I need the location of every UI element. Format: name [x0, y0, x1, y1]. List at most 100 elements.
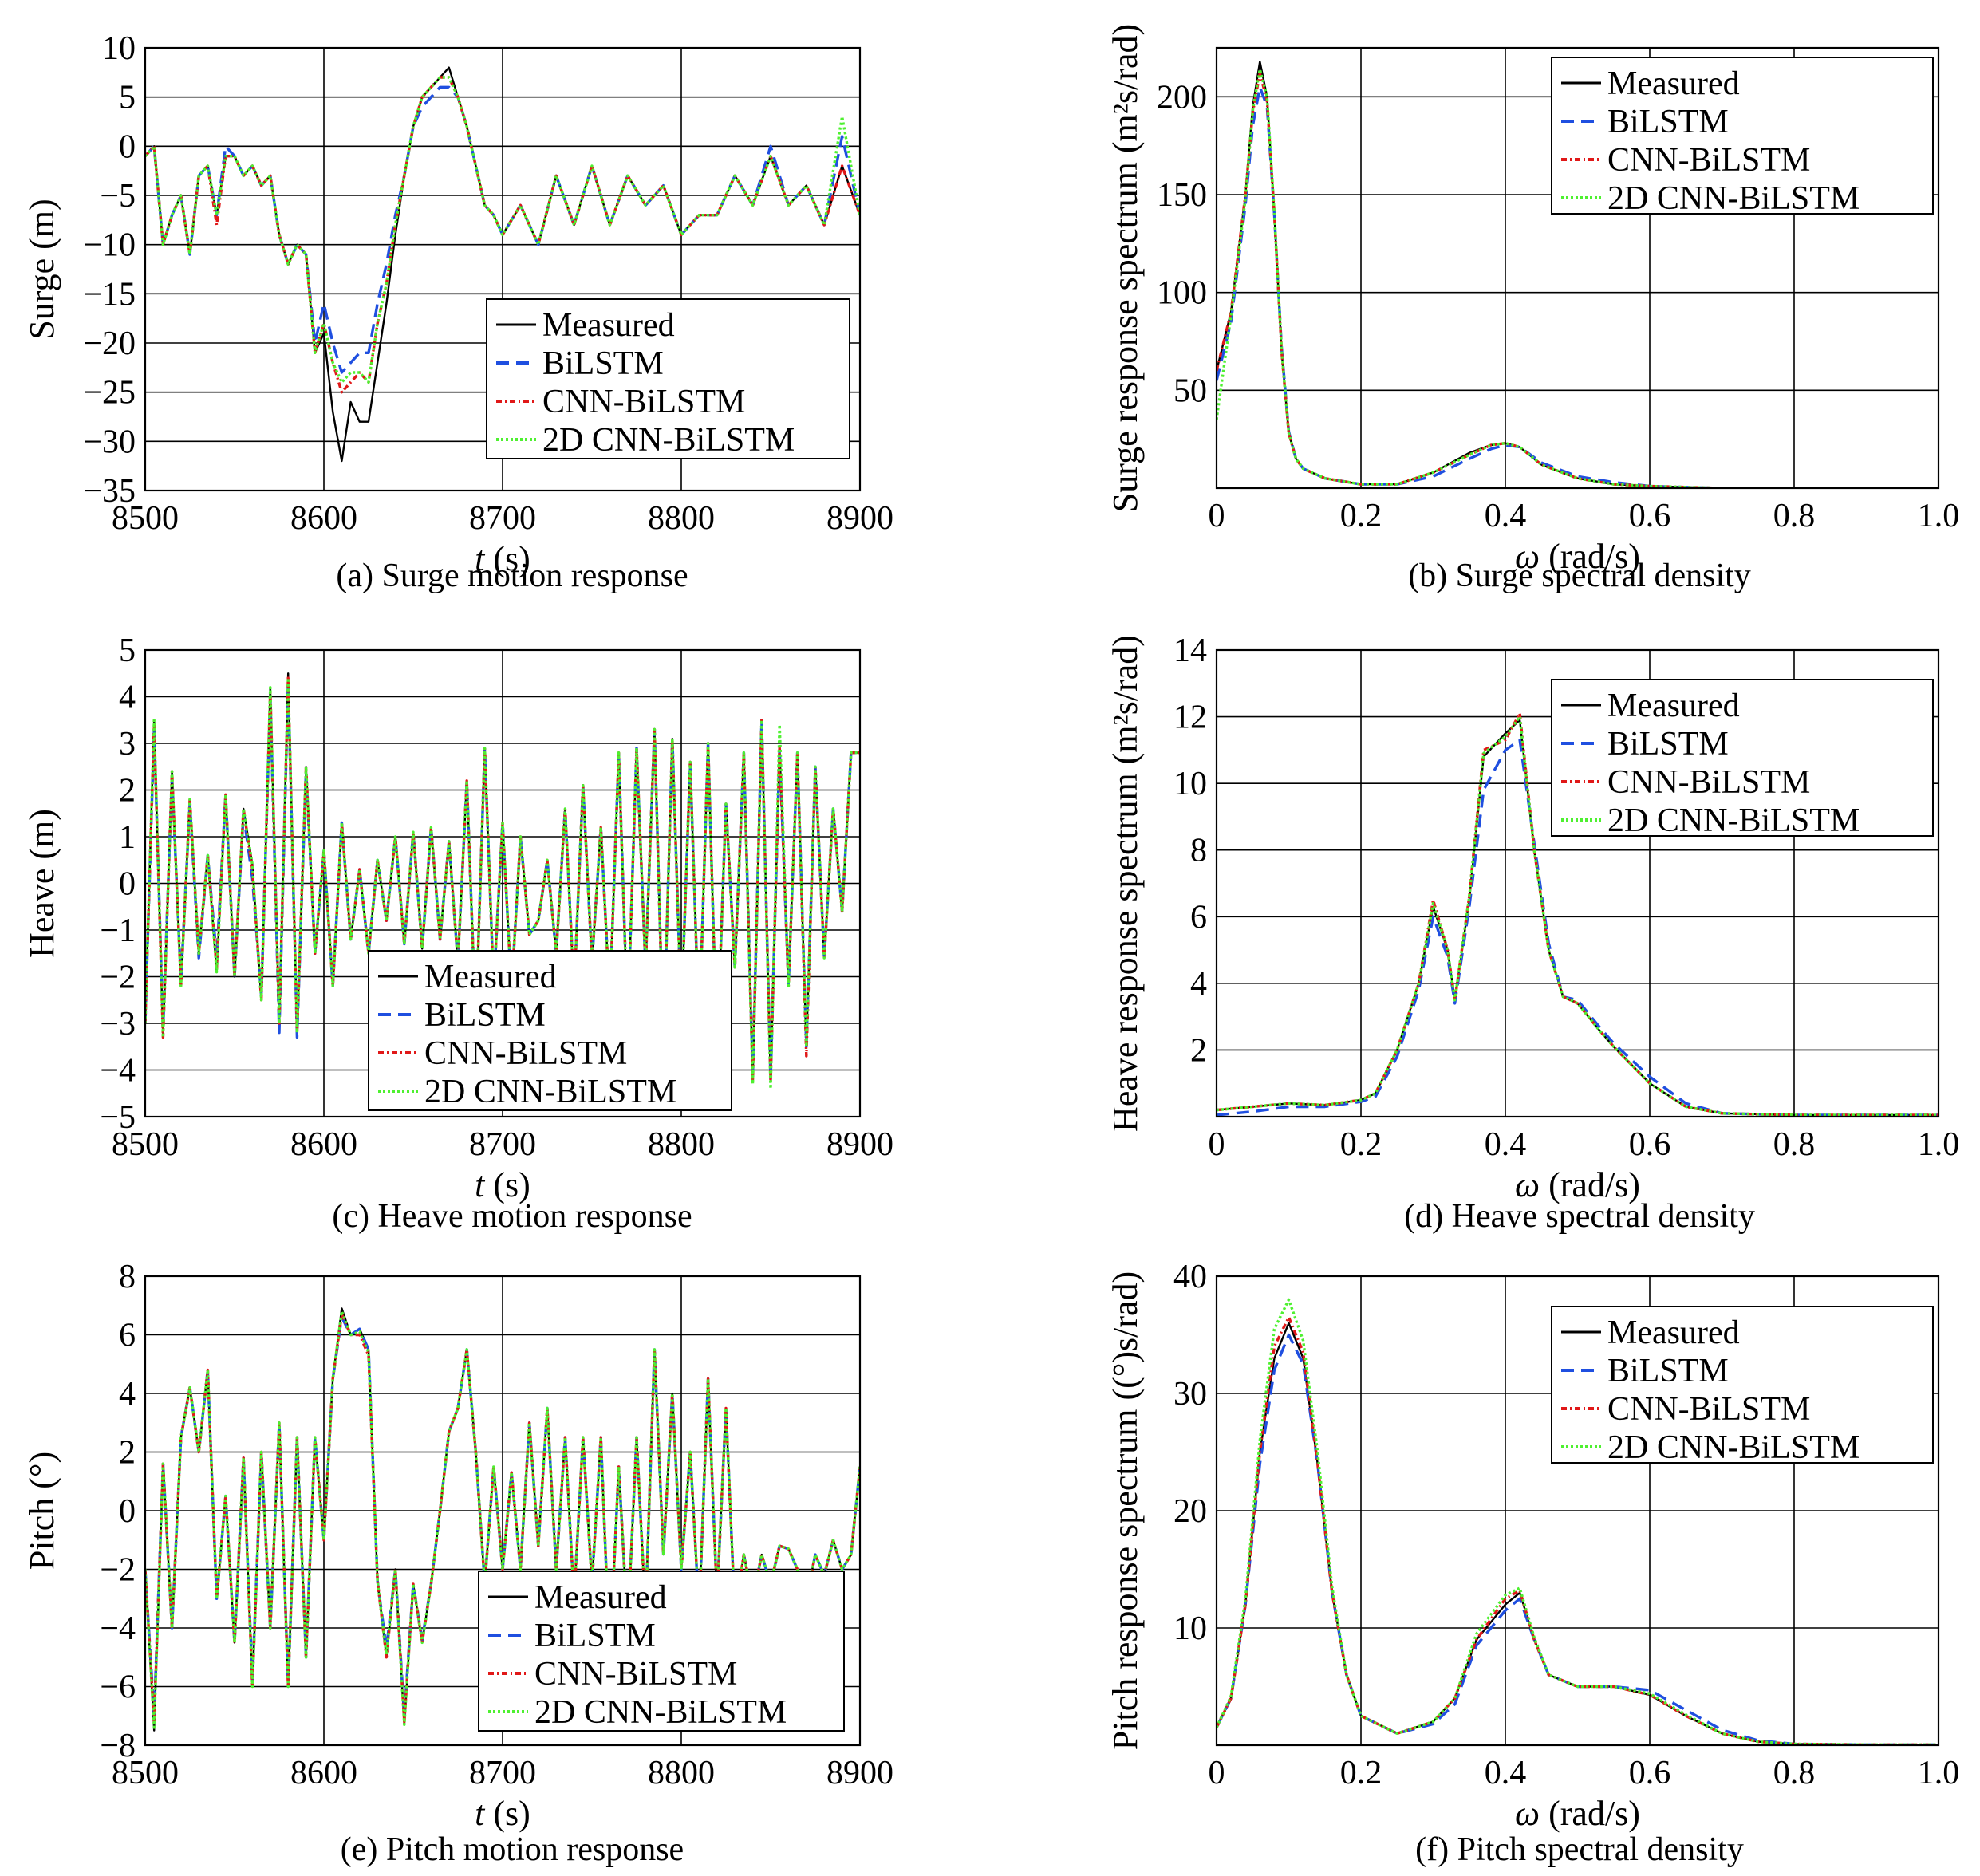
- legend-entry-label: CNN-BiLSTM: [1607, 1391, 1810, 1428]
- x-tick-label: 0.6: [1629, 1755, 1671, 1791]
- y-tick-label: 1: [119, 819, 136, 856]
- legend-entry-label: BiLSTM: [1607, 1353, 1729, 1389]
- x-tick-label: 0.8: [1773, 1755, 1816, 1791]
- y-tick-label: 8: [1190, 833, 1207, 869]
- x-tick-label: 0.6: [1629, 1126, 1671, 1163]
- x-tick-label: 8900: [826, 500, 893, 537]
- axes-frame: [144, 46, 862, 492]
- legend-entry-label: CNN-BiLSTM: [424, 1035, 627, 1072]
- y-tick-label: 6: [119, 1318, 136, 1354]
- y-tick-label: −25: [83, 375, 136, 412]
- chart-caption: (d) Heave spectral density: [1404, 1198, 1755, 1235]
- legend-entry-label: BiLSTM: [424, 997, 546, 1034]
- legend-entry-label: CNN-BiLSTM: [1607, 764, 1810, 801]
- y-tick-label: −10: [83, 227, 136, 264]
- series-line-bilstm: [1217, 1333, 1939, 1745]
- x-tick-label: 8800: [648, 1126, 715, 1163]
- legend-entry-label: CNN-BiLSTM: [542, 384, 745, 420]
- y-tick-label: 5: [119, 80, 136, 116]
- y-tick-label: 0: [119, 866, 136, 903]
- legend-entry-label: Measured: [542, 307, 675, 344]
- series-line-2d-cnn-bilstm: [1217, 68, 1939, 488]
- legend-entry-label: BiLSTM: [542, 345, 664, 382]
- y-tick-label: 2: [119, 1435, 136, 1472]
- y-tick-label: 14: [1173, 633, 1207, 669]
- legend-entry-label: 2D CNN-BiLSTM: [542, 422, 795, 459]
- chart-caption: (b) Surge spectral density: [1408, 558, 1751, 594]
- chart-c: 8500 8600 8700 8800 8900 5 4 3 2 1 0 −1 −2 −3 −4 −5 t (s…: [22, 633, 893, 1235]
- chart-b: 0 0.2 0.4 0.6 0.8 1.0 200 150 100 50 ω (rad/s) Surg…: [1106, 24, 1959, 594]
- y-tick-label: 2: [119, 773, 136, 810]
- y-tick-label: −1: [100, 912, 136, 949]
- legend-box: [1551, 57, 1934, 215]
- y-tick-label: 20: [1173, 1493, 1207, 1530]
- x-tick-label: 0: [1209, 498, 1225, 534]
- legend-box: [368, 950, 732, 1111]
- y-tick-label: −30: [83, 424, 136, 460]
- y-tick-label: 2: [1190, 1032, 1207, 1069]
- x-tick-label: 8600: [290, 500, 357, 537]
- x-tick-label: 0: [1209, 1126, 1225, 1163]
- axes-frame: [144, 648, 862, 1118]
- legend-entry-label: Measured: [1607, 688, 1740, 724]
- chart-e: 8500 8600 8700 8800 8900 8 6 4 2 0 −2 −4 −6 −8 t (s) Pi…: [22, 1259, 893, 1868]
- legend-entry-label: 2D CNN-BiLSTM: [1607, 180, 1860, 217]
- x-tick-label: 8700: [469, 500, 536, 537]
- legend-entry-label: 2D CNN-BiLSTM: [424, 1074, 676, 1110]
- y-tick-label: −6: [100, 1669, 136, 1706]
- series-line-bilstm: [1217, 739, 1939, 1117]
- x-tick-label: 0.4: [1485, 1126, 1527, 1163]
- x-tick-label: 8700: [469, 1126, 536, 1163]
- y-tick-label: −5: [100, 1099, 136, 1136]
- x-tick-label: 0.4: [1485, 498, 1527, 534]
- series-line-cnn-bilstm: [145, 76, 860, 394]
- y-tick-label: 3: [119, 726, 136, 763]
- y-tick-label: 0: [119, 1493, 136, 1530]
- x-tick-label: 8500: [112, 1126, 179, 1163]
- chart-d: 0 0.2 0.4 0.6 0.8 1.0 14 12 10 8 6 4 2 ω (rad/s) Heave…: [1106, 633, 1959, 1235]
- y-axis-label: Heave (m): [22, 809, 61, 958]
- legend-box: [478, 1571, 845, 1732]
- legend-box: [486, 298, 850, 459]
- y-tick-label: −35: [83, 473, 136, 510]
- x-tick-label: 8900: [826, 1755, 893, 1791]
- legend-entry-label: Measured: [1607, 65, 1740, 102]
- x-tick-label: 8500: [112, 1755, 179, 1791]
- x-axis-label: t (s): [475, 1165, 530, 1204]
- y-tick-label: −2: [100, 960, 136, 996]
- x-tick-label: 8800: [648, 1755, 715, 1791]
- legend-entry-label: Measured: [424, 959, 557, 995]
- chart-caption: (a) Surge motion response: [336, 558, 688, 594]
- x-tick-label: 8700: [469, 1755, 536, 1791]
- axes-frame: [1215, 648, 1940, 1118]
- x-axis-label: ω (rad/s): [1515, 1165, 1640, 1204]
- x-axis-label: t (s): [475, 539, 530, 578]
- y-tick-label: −2: [100, 1552, 136, 1589]
- x-tick-label: 0.8: [1773, 498, 1816, 534]
- x-axis-label: t (s): [475, 1794, 530, 1833]
- chart-caption: (c) Heave motion response: [332, 1198, 692, 1235]
- x-tick-label: 8800: [648, 500, 715, 537]
- x-axis-label: ω (rad/s): [1515, 537, 1640, 576]
- y-tick-label: 50: [1173, 372, 1207, 409]
- x-tick-label: 1.0: [1918, 1126, 1960, 1163]
- x-tick-label: 0.6: [1629, 498, 1671, 534]
- legend-entry-label: BiLSTM: [1607, 726, 1729, 763]
- x-tick-label: 8500: [112, 500, 179, 537]
- legend-entry-label: 2D CNN-BiLSTM: [1607, 1429, 1860, 1466]
- series-line-2d-cnn-bilstm: [1217, 1298, 1939, 1745]
- legend-entry-label: CNN-BiLSTM: [1607, 142, 1810, 179]
- y-axis-label: Pitch (°): [22, 1452, 61, 1570]
- x-axis-label: ω (rad/s): [1515, 1794, 1640, 1833]
- y-axis-label: Surge (m): [22, 199, 61, 339]
- x-tick-label: 0.2: [1340, 1755, 1382, 1791]
- y-tick-label: 10: [102, 30, 136, 67]
- y-tick-label: 40: [1173, 1259, 1207, 1295]
- x-tick-label: 0.4: [1485, 1755, 1527, 1791]
- y-tick-label: 200: [1157, 79, 1207, 116]
